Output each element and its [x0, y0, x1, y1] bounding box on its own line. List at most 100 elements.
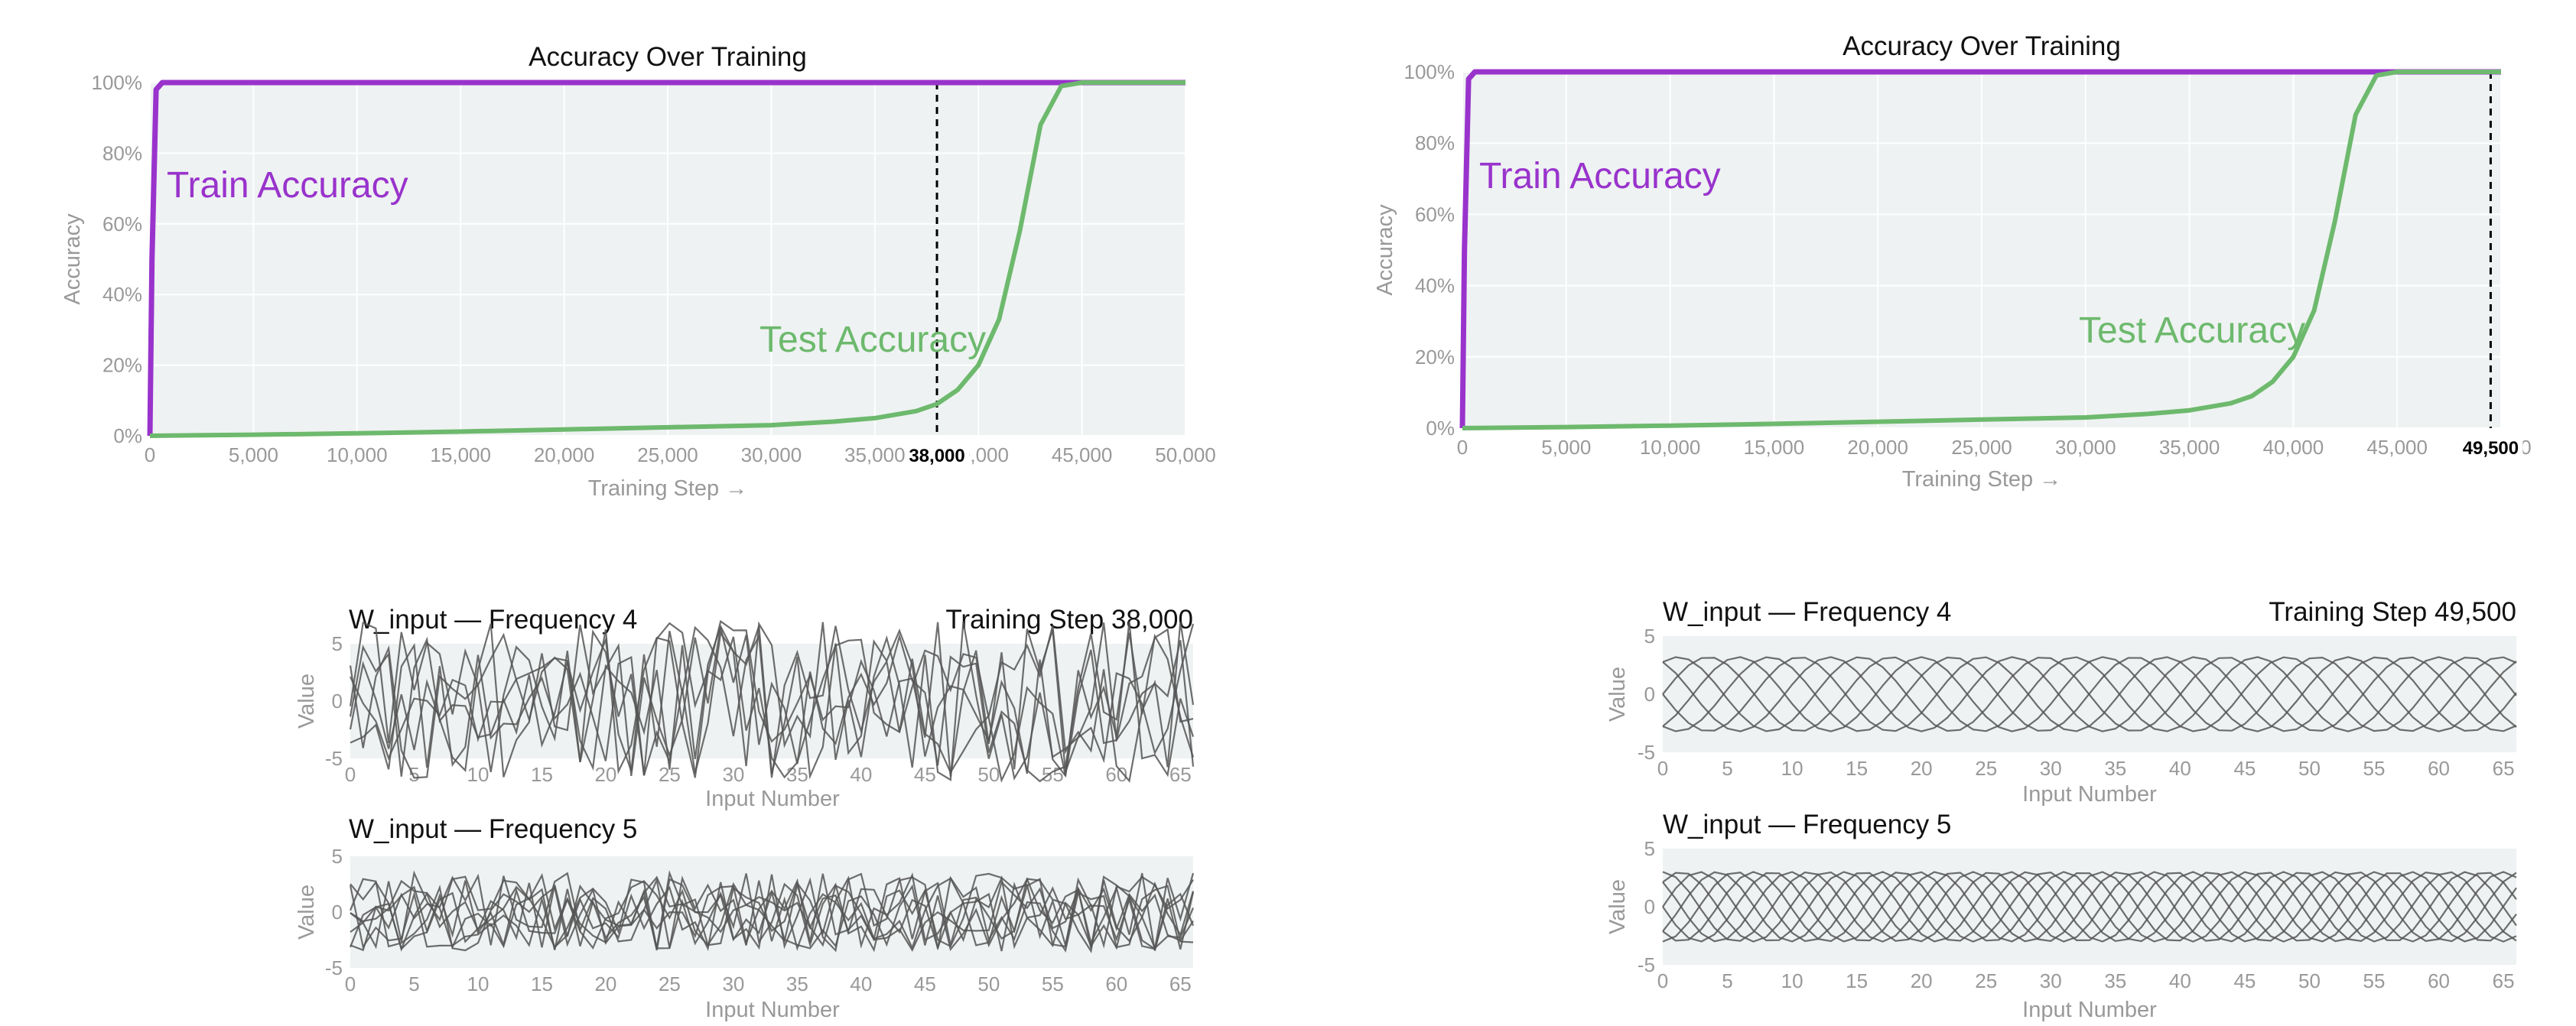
train-accuracy-label: Train Accuracy: [1479, 156, 1721, 196]
x-axis-label: Input Number: [705, 787, 840, 811]
y-tick-label: 0: [1644, 683, 1655, 706]
x-tick-label: 30,000: [741, 443, 802, 466]
y-axis-label: Accuracy: [60, 213, 85, 305]
y-tick-label: 5: [1644, 625, 1655, 648]
accuracy-chart-2: Accuracy Over Training 0 5,000 10,000 15,000…: [1373, 31, 2532, 492]
test-accuracy-label: Test Accuracy: [2079, 310, 2305, 351]
x-tick-label: 45: [2233, 969, 2256, 992]
x-tick-label: 30: [722, 972, 744, 995]
x-tick-label: 60: [2428, 969, 2450, 992]
x-tick-label: 0: [345, 763, 356, 786]
x-tick-label: 55: [2363, 757, 2386, 780]
y-tick-label: 60%: [102, 213, 142, 235]
marker-label-background: [2458, 434, 2523, 459]
x-tick-label: 55: [2363, 969, 2386, 992]
x-tick-label: 65: [2493, 757, 2515, 780]
weight-series-line: [1662, 656, 2517, 732]
plot-background: [1663, 849, 2516, 965]
x-tick-label: 45,000: [1052, 443, 1113, 466]
x-tick-label: 50: [977, 972, 1000, 995]
panel-title: W_input — Frequency 5: [1663, 810, 1951, 839]
weight-series-line: [349, 625, 1194, 784]
x-tick-label: 20: [1911, 757, 1933, 780]
y-tick-label: 80%: [1415, 131, 1455, 154]
x-axis-label: Training Step →: [1902, 467, 2061, 492]
x-tick-label: 5: [408, 763, 419, 786]
train-accuracy-line: [147, 80, 1186, 437]
weight-panel-2: W_input — Frequency 5 0 5 10 15 20 25 30 35 40 45 5…: [294, 814, 1195, 1022]
y-axis-label: Accuracy: [1373, 204, 1397, 296]
panel-title: W_input — Frequency 5: [349, 814, 637, 844]
x-tick-label: 5,000: [229, 443, 278, 466]
x-tick-label: 15: [1846, 969, 1868, 992]
y-tick-label: 0: [332, 690, 343, 713]
weight-series-line: [349, 621, 1195, 783]
x-tick-label: 0: [1657, 969, 1668, 992]
x-tick-label: 10,000: [1640, 436, 1701, 459]
x-tick-label: 5: [1722, 757, 1732, 780]
weight-series-line: [1662, 871, 2517, 943]
x-tick-label: 35: [786, 972, 808, 995]
y-tick-label: 60%: [1415, 203, 1455, 226]
y-tick-label: -5: [325, 956, 343, 979]
test-accuracy-line: [1462, 70, 2501, 430]
x-tick-label: 60: [2428, 757, 2450, 780]
x-tick-label: 10: [467, 763, 490, 786]
x-tick-label: 15: [531, 972, 553, 995]
x-tick-label: 30,000: [2055, 436, 2116, 459]
y-tick-label: 40%: [102, 283, 142, 306]
y-tick-label: -5: [1638, 741, 1655, 764]
x-tick-label: 15,000: [1744, 436, 1805, 459]
y-tick-label: -5: [325, 747, 343, 770]
weight-series-line: [350, 872, 1195, 951]
weight-series-line: [1662, 871, 2517, 943]
weight-series-line: [349, 875, 1195, 952]
x-tick-label: 20: [594, 763, 616, 786]
x-tick-label: 45,000: [2366, 436, 2428, 459]
weight-series-line: [1662, 656, 2517, 732]
x-axis-label: Input Number: [2022, 998, 2157, 1022]
x-tick-label: 15: [1846, 757, 1868, 780]
x-tick-label: 30: [2040, 969, 2062, 992]
x-axis-label: Input Number: [2022, 782, 2157, 807]
x-tick-label: 50,000: [1155, 443, 1216, 466]
y-tick-label: 80%: [102, 141, 142, 164]
x-tick-label: 25: [1975, 969, 1997, 992]
y-tick-label: 0: [332, 901, 343, 924]
y-axis-label: Value: [294, 885, 319, 940]
weight-series-line: [350, 870, 1195, 953]
weight-panel-3: W_input — Frequency 4 Training Step 49,50…: [1605, 597, 2517, 807]
x-tick-label: 25: [659, 972, 681, 995]
x-tick-label: 0: [1657, 757, 1668, 780]
x-tick-label: 35,000: [844, 443, 906, 466]
x-tick-label: 65: [2493, 969, 2515, 992]
x-tick-label: 0: [1457, 436, 1468, 459]
x-tick-label: 40: [2169, 969, 2191, 992]
x-tick-label: 35,000: [2159, 436, 2220, 459]
weight-series-line: [1662, 871, 2517, 943]
test-accuracy-label: Test Accuracy: [759, 320, 986, 360]
x-tick-label: 10: [1781, 757, 1804, 780]
x-axis-label: Training Step →: [588, 476, 747, 501]
x-tick-label: 55: [1042, 972, 1064, 995]
weight-series-line: [1662, 871, 2517, 943]
y-tick-label: 20%: [1415, 346, 1455, 369]
x-tick-label: 45: [914, 763, 936, 786]
y-tick-label: 40%: [1415, 274, 1455, 297]
training-step-annotation: Training Step 49,500: [2269, 597, 2516, 627]
y-tick-label: 5: [332, 845, 343, 868]
weight-panel-4: W_input — Frequency 5 0 5 10 15 20 25 30 35 40 45 5…: [1605, 810, 2517, 1022]
x-tick-label: 35: [786, 763, 808, 786]
y-tick-label: 20%: [102, 354, 142, 377]
x-tick-label: 40,000: [2263, 436, 2324, 459]
weight-series-line: [349, 623, 1195, 783]
x-tick-label: 55: [1042, 763, 1064, 786]
y-tick-label: 0: [1644, 895, 1655, 918]
weight-series-line: [1662, 871, 2517, 943]
x-tick-label: 15,000: [430, 443, 491, 466]
x-tick-label: 25,000: [637, 443, 698, 466]
y-tick-label: 5: [332, 632, 343, 655]
x-tick-label: 5,000: [1541, 436, 1591, 459]
x-tick-label: 45: [2233, 757, 2256, 780]
x-tick-label: 35: [2104, 969, 2126, 992]
